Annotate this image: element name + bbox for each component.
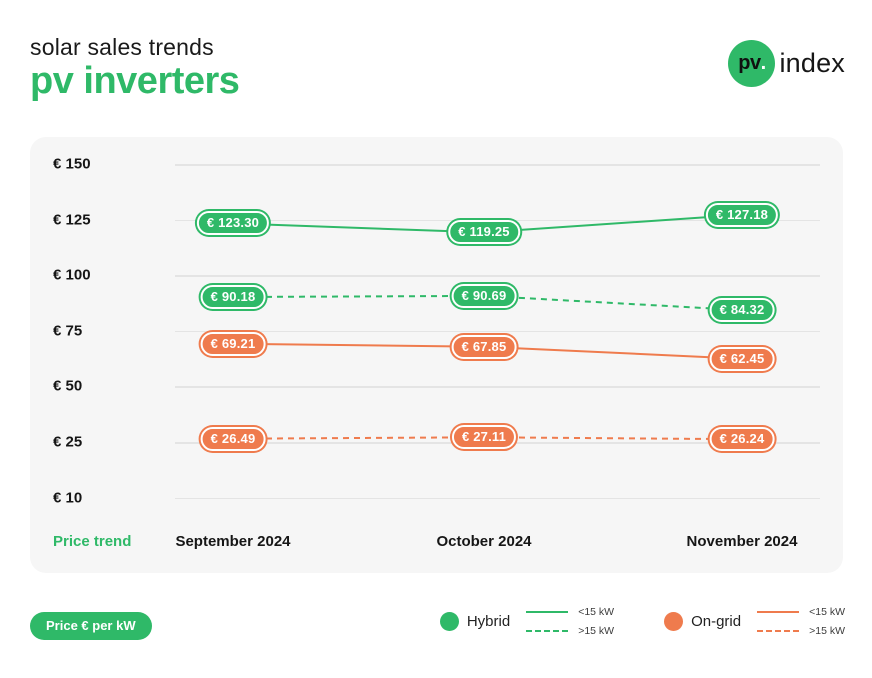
pv-index-logo: pv. index: [728, 40, 845, 87]
page-title: pv inverters: [30, 60, 240, 102]
header: solar sales trends pv inverters: [30, 34, 240, 102]
chart-line-on-grid-15-kw: [232, 436, 743, 441]
legend-group-hybrid: Hybrid <15 kW >15 kW: [439, 606, 614, 637]
legend-solid-line-icon: [757, 611, 800, 613]
data-point-pill-hybrid-15-kw-october-2024: € 90.69: [451, 283, 517, 308]
data-point-pill-on-grid-15-kw-october-2024: € 27.11: [451, 425, 517, 450]
legend-solid-line-icon: [526, 611, 569, 613]
y-axis-tick-125: € 125: [53, 211, 91, 229]
legend-dashed-line-icon: [526, 630, 569, 632]
chart-line-hybrid-15-kw: [232, 294, 743, 312]
legend-entry-label: >15 kW: [809, 625, 845, 637]
legend-entry-label: >15 kW: [578, 625, 615, 637]
legend-line-entries: <15 kW >15 kW: [526, 606, 614, 637]
gridline-100: [175, 275, 820, 277]
gridline-50: [175, 386, 820, 388]
gridline-125: [175, 219, 820, 222]
legend-entry-label: <15 kW: [578, 606, 615, 618]
legend-series-name: On-grid: [691, 613, 742, 630]
x-axis-label-october-2024: October 2024: [436, 533, 532, 550]
logo-suffix-text: index: [779, 48, 845, 78]
data-point-pill-hybrid-15-kw-november-2024: € 84.32: [709, 298, 775, 323]
data-point-pill-on-grid-15-kw-november-2024: € 62.45: [709, 346, 775, 371]
y-axis-tick-50: € 50: [53, 377, 83, 395]
data-point-pill-on-grid-15-kw-september-2024: € 26.49: [200, 426, 266, 451]
legend-entry-hybrid-15-kw: <15 kW: [526, 606, 614, 618]
logo-pv-text: pv: [738, 52, 761, 74]
x-axis-label-november-2024: November 2024: [686, 533, 798, 550]
unit-badge: Price € per kW: [30, 612, 152, 640]
legend-entry-label: <15 kW: [809, 606, 845, 618]
y-axis-tick-75: € 75: [53, 322, 83, 340]
y-axis-tick-10: € 10: [53, 489, 83, 507]
legend-entry-on-grid-15-kw: >15 kW: [757, 625, 845, 637]
data-point-pill-hybrid-15-kw-october-2024: € 119.25: [448, 220, 520, 245]
y-axis-tick-100: € 100: [53, 266, 91, 284]
logo-dot: .: [760, 52, 767, 74]
data-point-pill-hybrid-15-kw-september-2024: € 123.30: [196, 211, 270, 236]
legend-entry-on-grid-15-kw: <15 kW: [757, 606, 845, 618]
data-point-pill-hybrid-15-kw-november-2024: € 127.18: [705, 202, 779, 227]
page-subtitle: solar sales trends: [30, 34, 214, 60]
gridline-75: [175, 330, 820, 333]
chart-panel: Price trend € 150 € 125 € 100 € 75 € 50 € 25 €…: [30, 137, 843, 573]
y-axis-tick-25: € 25: [53, 433, 83, 451]
legend-group-on-grid: On-grid <15 kW >15 kW: [664, 606, 845, 637]
x-axis-label-september-2024: September 2024: [175, 533, 291, 550]
legend-dot-on-grid: [664, 612, 684, 631]
chart-legend: Hybrid <15 kW >15 kW On-grid <15 kW >15 kW: [439, 606, 845, 637]
data-point-pill-on-grid-15-kw-september-2024: € 69.21: [200, 331, 266, 356]
logo-circle: pv.: [728, 40, 776, 87]
legend-dashed-line-icon: [757, 630, 800, 632]
data-point-pill-hybrid-15-kw-september-2024: € 90.18: [200, 285, 266, 309]
data-point-pill-on-grid-15-kw-november-2024: € 26.24: [709, 427, 775, 452]
gridline-10: [175, 497, 820, 500]
legend-dot-hybrid: [439, 612, 459, 631]
legend-line-entries: <15 kW >15 kW: [757, 606, 845, 637]
y-axis-tick-150: € 150: [53, 155, 91, 173]
legend-series-name: Hybrid: [466, 613, 511, 630]
legend-entry-hybrid-15-kw: >15 kW: [526, 625, 614, 637]
data-point-pill-on-grid-15-kw-october-2024: € 67.85: [451, 334, 517, 359]
x-axis-title: Price trend: [53, 533, 132, 550]
gridline-150: [175, 164, 820, 166]
